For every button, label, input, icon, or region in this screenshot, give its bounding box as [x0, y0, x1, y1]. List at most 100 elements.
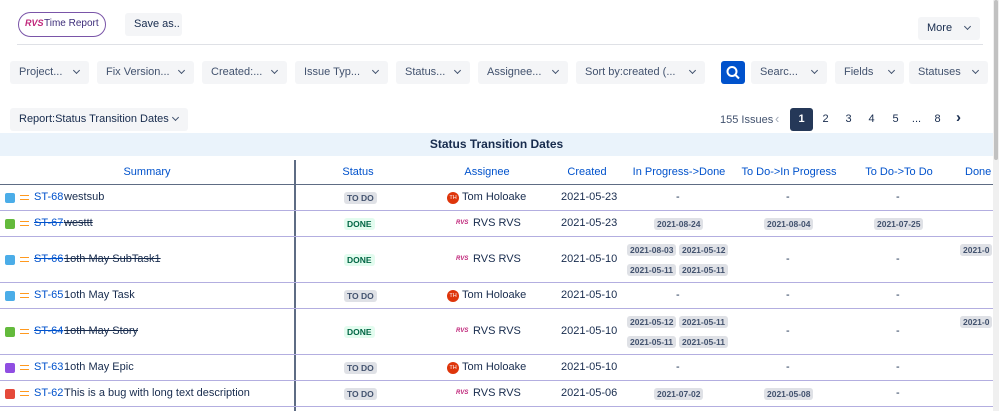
assignee: RVS RVS: [473, 253, 521, 265]
issue-summary: westsub: [64, 191, 105, 203]
issue-key[interactable]: ST-66: [34, 253, 64, 265]
date-chip: 2021-05-11: [679, 316, 729, 328]
report-select[interactable]: Report:Status Transition Dates: [10, 108, 188, 131]
filter-button[interactable]: Created:...: [202, 61, 287, 84]
column-header[interactable]: Status: [342, 166, 374, 178]
priority-icon: [20, 293, 29, 298]
date-chip: 2021-0: [960, 316, 993, 328]
issue-type-icon: [5, 389, 15, 399]
status-lozenge: DONE: [344, 254, 375, 266]
issue-summary: 1oth May SubTask1: [64, 253, 161, 265]
column-header[interactable]: Done: [965, 166, 992, 178]
page-number[interactable]: ...: [911, 113, 922, 125]
priority-icon: [20, 257, 29, 262]
filter-button[interactable]: Searc...: [751, 61, 827, 84]
filter-button[interactable]: Issue Typ...: [295, 61, 388, 84]
empty-cell: -: [676, 289, 680, 301]
table-row: ST-68 westsub TO DO TH Tom Holoake 2021-05-23…: [0, 185, 993, 211]
avatar: RVS: [456, 390, 469, 396]
empty-cell: -: [896, 387, 900, 399]
search-button[interactable]: [721, 61, 745, 84]
issue-key[interactable]: ST-63: [34, 361, 64, 373]
filter-button[interactable]: Sort by:created (...: [576, 61, 705, 84]
filter-button[interactable]: Assignee...: [478, 61, 568, 84]
priority-icon: [20, 329, 29, 334]
column-header[interactable]: In Progress->Done: [632, 166, 726, 178]
scroll-thumb[interactable]: [994, 0, 998, 160]
avatar: RVS: [456, 220, 469, 226]
table-row: ST-67 westtt DONE RVS RVS RVS 2021-05-23 2021-…: [0, 211, 993, 237]
prev-page[interactable]: ‹: [775, 111, 780, 126]
date-chip: 2021-08-04: [764, 218, 814, 230]
empty-cell: -: [676, 191, 680, 203]
next-page[interactable]: ›: [956, 109, 961, 126]
assignee: RVS RVS: [473, 387, 521, 399]
column-header[interactable]: Created: [567, 166, 607, 178]
save-as-button[interactable]: Save as..: [125, 13, 182, 36]
table-title: Status Transition Dates: [0, 133, 993, 156]
column-header[interactable]: To Do->To Do: [865, 166, 933, 178]
issue-key[interactable]: ST-68: [34, 191, 64, 203]
created-date: 2021-05-10: [561, 361, 618, 373]
priority-icon: [20, 391, 29, 396]
column-header[interactable]: To Do->In Progress: [741, 166, 837, 178]
empty-cell: -: [676, 361, 680, 373]
date-chip: 2021-0: [960, 244, 993, 256]
page-number[interactable]: 4: [868, 113, 875, 125]
status-lozenge: TO DO: [344, 290, 377, 302]
avatar: TH: [447, 192, 459, 204]
assignee: RVS RVS: [473, 325, 521, 337]
date-chip: 2021-05-11: [679, 264, 729, 276]
column-header[interactable]: Summary: [123, 166, 171, 178]
issue-type-icon: [5, 363, 15, 373]
issue-key[interactable]: ST-67: [34, 217, 64, 229]
page-number[interactable]: 3: [845, 113, 852, 125]
avatar: RVS: [456, 256, 469, 262]
time-report-button[interactable]: RVS Time Report: [18, 12, 106, 37]
assignee: Tom Holoake: [462, 191, 527, 203]
issue-key[interactable]: ST-65: [34, 289, 64, 301]
filter-button[interactable]: Fix Version...: [97, 61, 194, 84]
header-rule: [0, 184, 993, 185]
avatar: TH: [447, 290, 459, 302]
filter-button[interactable]: Statuses: [909, 61, 988, 84]
issue-type-icon: [5, 193, 15, 203]
created-date: 2021-05-10: [561, 253, 618, 265]
created-date: 2021-05-06: [561, 387, 618, 399]
app-name: Time Report: [44, 18, 99, 29]
empty-cell: -: [896, 289, 900, 301]
frozen-divider: [294, 160, 296, 411]
created-date: 2021-05-10: [561, 325, 618, 337]
column-header[interactable]: Assignee: [464, 166, 510, 178]
filter-button[interactable]: Project...: [10, 61, 89, 84]
date-chip: 2021-07-25: [874, 218, 924, 230]
page-number[interactable]: 2: [822, 113, 829, 125]
page-number[interactable]: 8: [934, 113, 941, 125]
page-number[interactable]: 5: [892, 113, 899, 125]
table-row: ST-62 This is a bug with long text descri…: [0, 381, 993, 407]
issue-summary: 1oth May Epic: [64, 361, 134, 373]
more-button[interactable]: More: [918, 17, 980, 40]
filter-button[interactable]: Fields: [835, 61, 904, 84]
avatar: TH: [447, 362, 459, 374]
created-date: 2021-05-23: [561, 217, 618, 229]
page-number[interactable]: 1: [790, 108, 813, 131]
table-row: ST-64 1oth May Story DONE RVS RVS RVS 2021-05…: [0, 309, 993, 355]
issue-summary: westtt: [64, 217, 93, 229]
date-chip: 2021-05-11: [679, 336, 729, 348]
empty-cell: -: [896, 191, 900, 203]
issue-key[interactable]: ST-62: [34, 387, 64, 399]
filter-button[interactable]: Status...: [396, 61, 470, 84]
table-row: ST-66 1oth May SubTask1 DONE RVS RVS RVS 2021…: [0, 237, 993, 283]
date-chip: 2021-05-12: [627, 316, 677, 328]
date-chip: 2021-07-02: [654, 388, 704, 400]
issue-summary: 1oth May Story: [64, 325, 138, 337]
assignee: Tom Holoake: [462, 361, 527, 373]
date-chip: 2021-05-08: [764, 388, 814, 400]
issue-key[interactable]: ST-64: [34, 325, 64, 337]
date-chip: 2021-05-12: [679, 244, 729, 256]
date-chip: 2021-08-03: [627, 244, 677, 256]
date-chip: 2021-05-11: [627, 336, 677, 348]
